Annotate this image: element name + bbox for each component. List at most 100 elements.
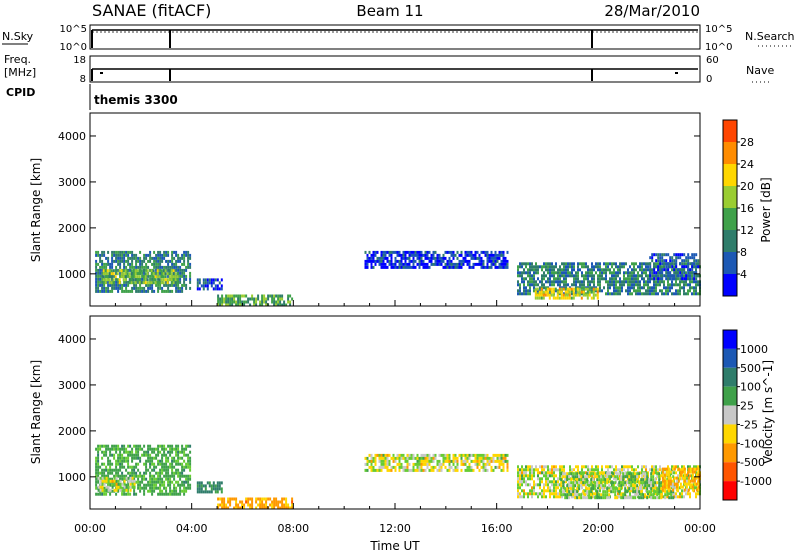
velocity-cell [642,478,645,482]
freq-dot-2 [675,72,678,74]
velocity-cell [177,492,180,496]
velocity-cell [675,492,677,496]
power-cell [418,250,421,254]
power-cell [533,274,535,278]
power-cell [599,265,601,269]
power-cell [663,274,666,278]
power-cell [202,284,205,288]
velocity-cell [677,467,680,471]
velocity-cell [610,475,613,479]
velocity-cell [637,465,639,469]
velocity-cell [145,450,148,454]
velocity-cell [229,503,232,507]
velocity-cell [117,444,120,448]
velocity-cell [137,444,140,448]
velocity-cell [654,496,657,500]
velocity-cell [424,462,427,466]
velocity-cell [590,487,593,491]
velocity-cell [521,495,523,499]
power-cell [239,294,242,298]
velocity-cell [177,480,180,484]
velocity-colorbar-tick-label-6: -500 [740,456,765,469]
power-cell [687,292,689,296]
velocity-cell [105,444,108,448]
velocity-cell [506,462,509,466]
nsearch-label: N.Search [745,30,795,43]
velocity-cell [143,477,146,481]
velocity-cell [498,459,501,463]
power-cell [108,269,111,273]
velocity-colorbar-tick-label-4: -25 [740,418,758,431]
power-cell [559,283,561,287]
power-cell [667,280,669,284]
velocity-cell [414,456,417,460]
power-cell [605,292,607,296]
power-cell [245,294,248,298]
power-cell [558,296,561,300]
power-cell [418,259,421,263]
power-cell [558,290,561,294]
velocity-cell [527,492,529,496]
velocity-cell [147,489,150,493]
velocity-cell [129,474,132,478]
velocity-cell [673,492,675,496]
velocity-cell [109,492,112,496]
power-cell [541,265,543,269]
velocity-cell [153,465,156,469]
power-colorbar-tick-label-5: 24 [740,158,754,171]
velocity-cell [189,462,192,466]
velocity-cell [619,477,621,481]
velocity-cell [241,503,244,507]
power-cell [102,275,105,279]
power-cell [538,296,541,300]
velocity-cell [488,456,491,460]
power-cell [639,262,641,266]
velocity-cell [125,459,128,463]
power-cell [669,262,671,266]
power-cell [619,286,621,290]
power-cell [263,294,266,298]
power-cell [167,283,170,287]
power-cell [629,286,631,290]
velocity-cell [289,506,292,510]
velocity-cell [133,477,136,481]
power-colorbar-label: Power [dB] [759,177,773,242]
power-colorbar-bin [723,208,737,230]
power-cell [131,256,134,260]
velocity-cell [131,453,134,457]
velocity-cell [218,481,221,485]
power-cell [101,286,104,290]
power-cell [410,265,413,269]
velocity-cell [677,483,679,487]
power-cell [147,259,150,263]
velocity-cell [398,456,401,460]
velocity-cell [155,486,158,490]
power-cell [661,262,664,266]
velocity-cell [159,477,162,481]
velocity-cell [177,444,180,448]
velocity-cell [103,444,106,448]
power-cell [643,286,645,290]
velocity-cell [585,477,587,481]
power-cell [287,297,290,301]
velocity-cell [406,468,409,472]
velocity-cell [611,483,613,487]
power-cell [177,283,180,287]
power-cell [115,280,118,284]
velocity-cell [642,496,645,500]
velocity-cell [689,467,692,471]
power-ytick-label-0: 1000 [58,268,86,281]
power-cell [265,303,268,307]
velocity-cell [470,453,473,457]
power-cell [549,280,551,284]
velocity-cell [165,471,168,475]
power-cell [101,253,104,257]
velocity-cell [167,474,170,478]
power-cell [143,271,146,275]
power-cell [460,265,463,269]
power-cell [653,286,655,290]
power-cell [160,275,163,279]
velocity-cell [95,456,98,460]
velocity-cell [404,459,407,463]
velocity-cell [283,506,286,510]
